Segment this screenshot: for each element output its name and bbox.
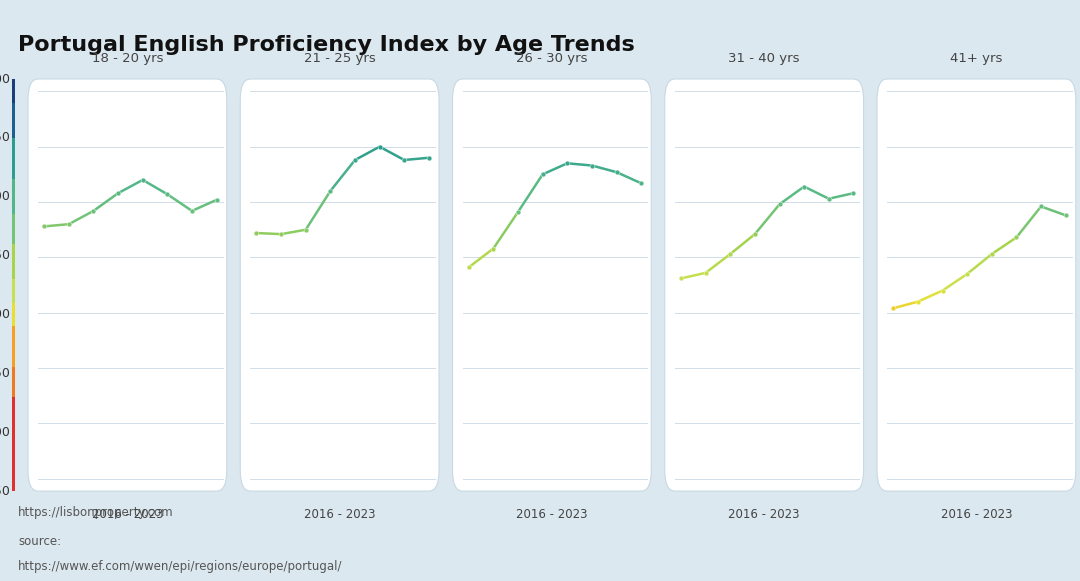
- Text: source:: source:: [18, 535, 62, 548]
- Bar: [12, 279, 15, 303]
- Text: 500: 500: [0, 308, 10, 321]
- Text: https://lisbonproperty.com: https://lisbonproperty.com: [18, 506, 174, 519]
- FancyBboxPatch shape: [665, 79, 864, 491]
- Bar: [12, 179, 15, 214]
- Text: 650: 650: [0, 131, 10, 144]
- Bar: [12, 103, 15, 138]
- Bar: [12, 244, 15, 279]
- FancyBboxPatch shape: [28, 79, 227, 491]
- Text: Portugal English Proficiency Index by Age Trends: Portugal English Proficiency Index by Ag…: [18, 35, 635, 55]
- Text: 26 - 30 yrs: 26 - 30 yrs: [516, 52, 588, 64]
- Text: 2016 - 2023: 2016 - 2023: [941, 508, 1012, 521]
- Text: 21 - 25 yrs: 21 - 25 yrs: [303, 52, 376, 64]
- Text: https://www.ef.com/wwen/epi/regions/europe/portugal/: https://www.ef.com/wwen/epi/regions/euro…: [18, 560, 342, 573]
- Bar: [12, 79, 15, 103]
- Bar: [12, 327, 15, 367]
- Text: 700: 700: [0, 73, 10, 85]
- Text: 450: 450: [0, 367, 10, 380]
- Bar: [12, 214, 15, 244]
- Text: 18 - 20 yrs: 18 - 20 yrs: [92, 52, 163, 64]
- Bar: [12, 138, 15, 179]
- Text: 2016 - 2023: 2016 - 2023: [303, 508, 376, 521]
- Bar: [12, 367, 15, 397]
- Text: 2016 - 2023: 2016 - 2023: [516, 508, 588, 521]
- Text: 2016 - 2023: 2016 - 2023: [92, 508, 163, 521]
- Text: 41+ yrs: 41+ yrs: [950, 52, 1002, 64]
- Text: 600: 600: [0, 190, 10, 203]
- Bar: [12, 303, 15, 327]
- Text: 400: 400: [0, 426, 10, 439]
- Text: 550: 550: [0, 249, 10, 262]
- Text: 31 - 40 yrs: 31 - 40 yrs: [728, 52, 800, 64]
- Text: 2016 - 2023: 2016 - 2023: [728, 508, 800, 521]
- FancyBboxPatch shape: [453, 79, 651, 491]
- FancyBboxPatch shape: [240, 79, 440, 491]
- Text: 350: 350: [0, 485, 10, 497]
- Bar: [12, 397, 15, 491]
- FancyBboxPatch shape: [877, 79, 1076, 491]
